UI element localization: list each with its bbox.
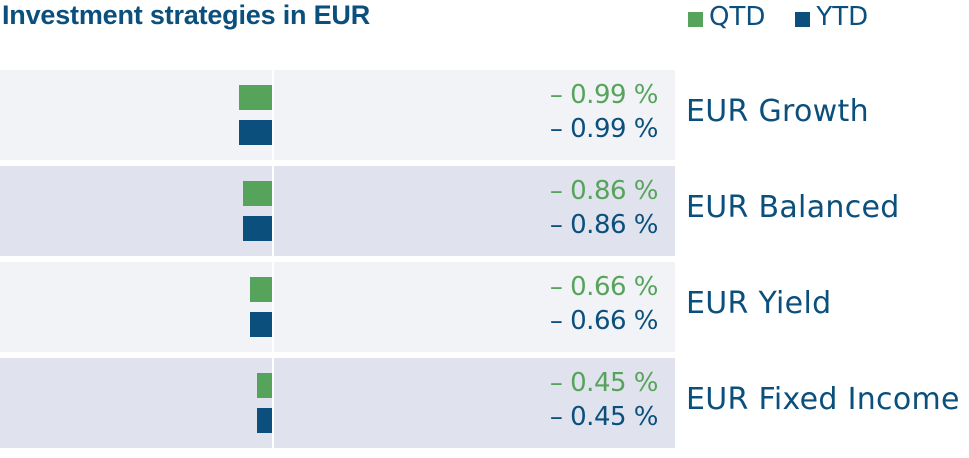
category-label: EUR Balanced <box>686 190 900 225</box>
category-label: EUR Growth <box>686 94 869 129</box>
row-background <box>0 166 675 256</box>
bar-ytd <box>239 120 272 145</box>
category-label: EUR Fixed Income <box>686 382 960 417</box>
data-label-qtd: – 0.45 % <box>549 368 659 398</box>
category-label: EUR Yield <box>686 286 832 321</box>
bar-ytd <box>257 408 272 433</box>
data-label-ytd: – 0.86 % <box>549 210 659 240</box>
data-label-ytd: – 0.66 % <box>549 306 659 336</box>
chart-title: Investment strategies in EUR <box>2 0 371 30</box>
chart-legend: QTD YTD <box>688 2 868 32</box>
data-label-ytd: – 0.99 % <box>549 114 659 144</box>
category-row: – 0.66 % – 0.66 % EUR Yield <box>0 262 969 352</box>
data-label-ytd: – 0.45 % <box>549 402 659 432</box>
row-background <box>0 262 675 352</box>
legend-swatch-ytd <box>795 11 811 27</box>
bar-ytd <box>250 312 272 337</box>
bar-qtd <box>250 277 272 302</box>
data-label-qtd: – 0.66 % <box>549 272 659 302</box>
category-row: – 0.86 % – 0.86 % EUR Balanced <box>0 166 969 256</box>
row-background <box>0 358 675 448</box>
bar-qtd <box>257 373 272 398</box>
category-row: – 0.45 % – 0.45 % EUR Fixed Income <box>0 358 969 448</box>
data-label-qtd: – 0.86 % <box>549 176 659 206</box>
legend-label-ytd: YTD <box>816 2 869 32</box>
bar-qtd <box>243 181 272 206</box>
zero-axis-line <box>272 262 274 352</box>
zero-axis-line <box>272 70 274 160</box>
bar-ytd <box>243 216 272 241</box>
row-background <box>0 70 675 160</box>
zero-axis-line <box>272 166 274 256</box>
legend-item-qtd: QTD <box>688 2 765 32</box>
legend-swatch-qtd <box>688 11 703 27</box>
bar-qtd <box>239 85 272 110</box>
category-row: – 0.99 % – 0.99 % EUR Growth <box>0 70 969 160</box>
zero-axis-line <box>272 358 274 448</box>
legend-label-qtd: QTD <box>709 2 766 32</box>
legend-item-ytd: YTD <box>795 2 868 32</box>
data-label-qtd: – 0.99 % <box>549 80 659 110</box>
chart-plot-area: – 0.99 % – 0.99 % EUR Growth – 0.86 % – 0.86… <box>0 70 969 454</box>
